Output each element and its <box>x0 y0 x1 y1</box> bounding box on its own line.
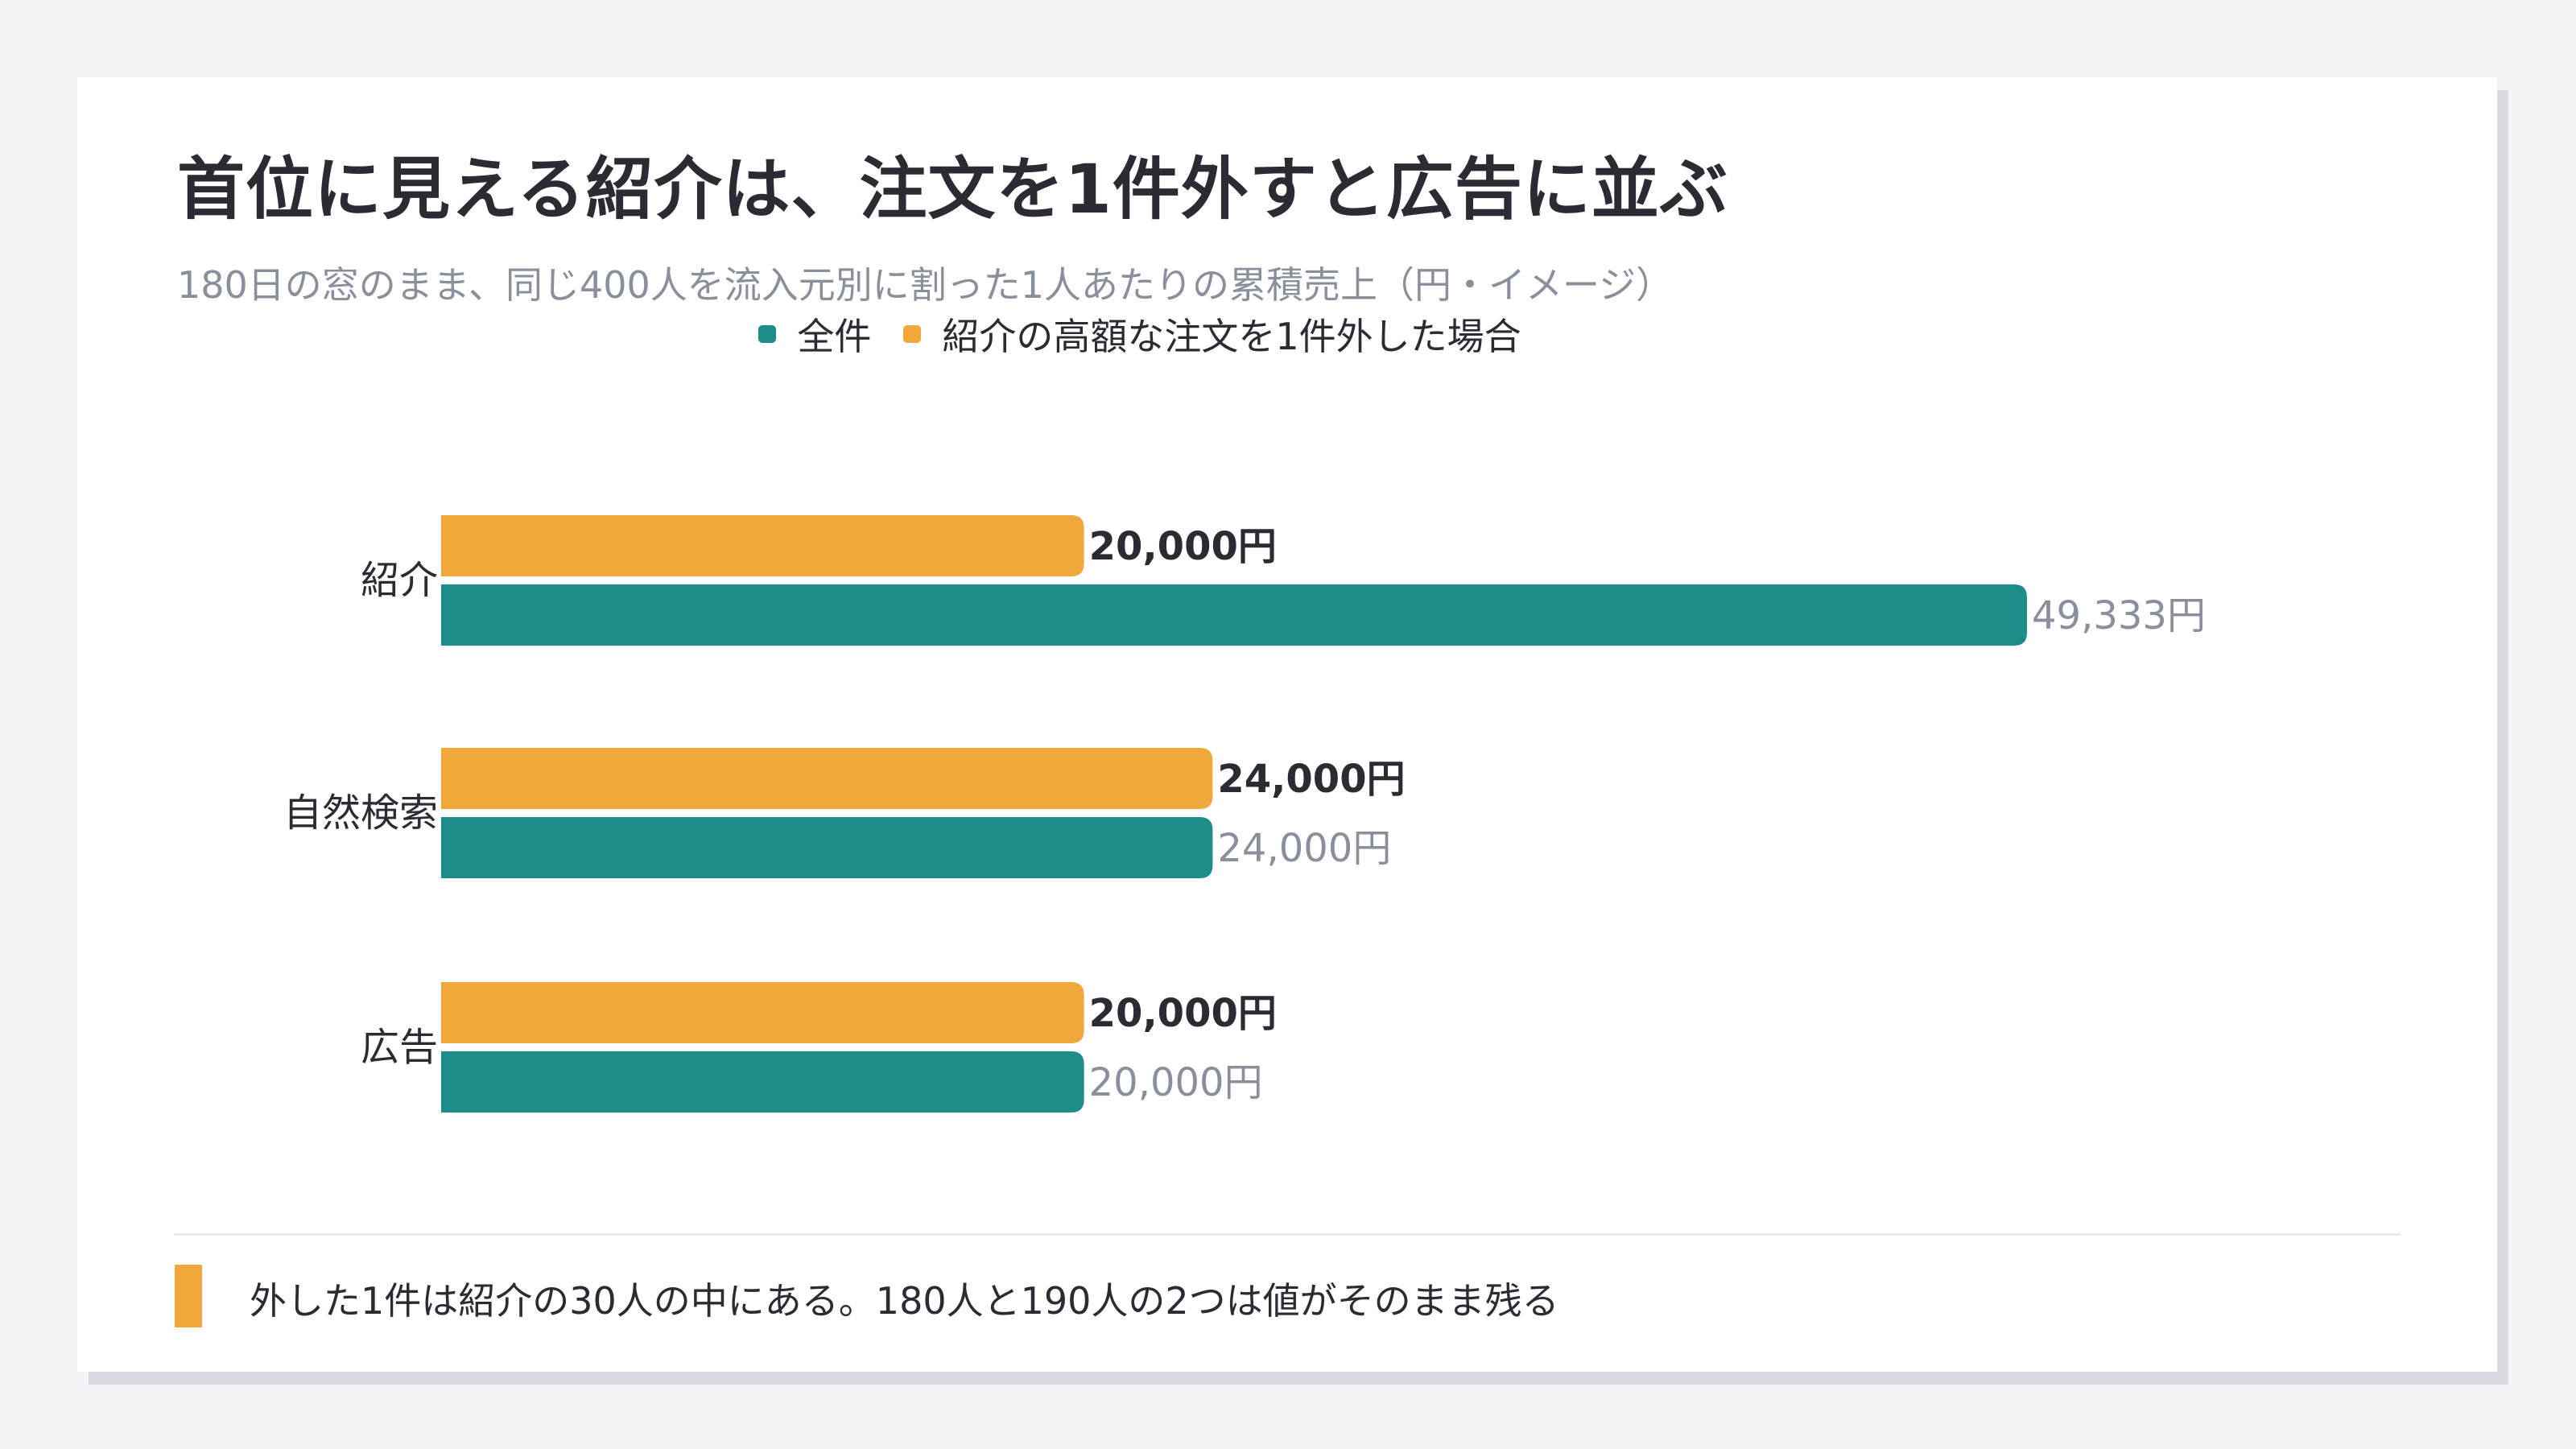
footer-divider <box>174 1233 2401 1236</box>
legend-label-all: 全件 <box>797 315 872 358</box>
bar-excluded[interactable] <box>441 982 1084 1043</box>
footnote-marker <box>175 1265 202 1327</box>
data-label: 24,000円 <box>1217 757 1405 802</box>
data-label: 20,000円 <box>1089 524 1277 569</box>
legend-item-excluded[interactable]: 紹介の高額な注文を1件外した場合 <box>903 308 1521 361</box>
data-label: 20,000円 <box>1089 1060 1263 1105</box>
footnote: 外した1件は紹介の30人の中にある。180人と190人の2つは値がそのまま残る <box>250 1279 1559 1323</box>
data-label: 49,333円 <box>2032 593 2206 638</box>
legend-item-all[interactable]: 全件 <box>758 308 871 361</box>
chart-subtitle: 180日の窓のまま、同じ400人を流入元別に割った1人あたりの累積売上（円・イメ… <box>177 263 1674 307</box>
legend-swatch-excluded <box>903 325 922 343</box>
chart-legend: 全件 紹介の高額な注文を1件外した場合 <box>77 308 2202 361</box>
category-label: 広告 <box>361 1025 438 1070</box>
legend-swatch-all <box>758 325 777 343</box>
legend-label-excluded: 紹介の高額な注文を1件外した場合 <box>942 315 1521 358</box>
bar-all[interactable] <box>441 817 1213 878</box>
bar-all[interactable] <box>441 584 2027 646</box>
bar-all[interactable] <box>441 1051 1084 1113</box>
bar-excluded[interactable] <box>441 748 1213 809</box>
chart-title: 首位に見える紹介は、注文を1件外すと広告に並ぶ <box>177 150 1728 229</box>
data-label: 24,000円 <box>1217 826 1391 871</box>
category-label: 自然検索 <box>283 791 438 836</box>
category-label: 紹介 <box>361 558 438 603</box>
bar-excluded[interactable] <box>441 515 1084 576</box>
chart-card: 首位に見える紹介は、注文を1件外すと広告に並ぶ 180日の窓のまま、同じ400人… <box>77 77 2497 1372</box>
data-label: 20,000円 <box>1089 991 1277 1036</box>
